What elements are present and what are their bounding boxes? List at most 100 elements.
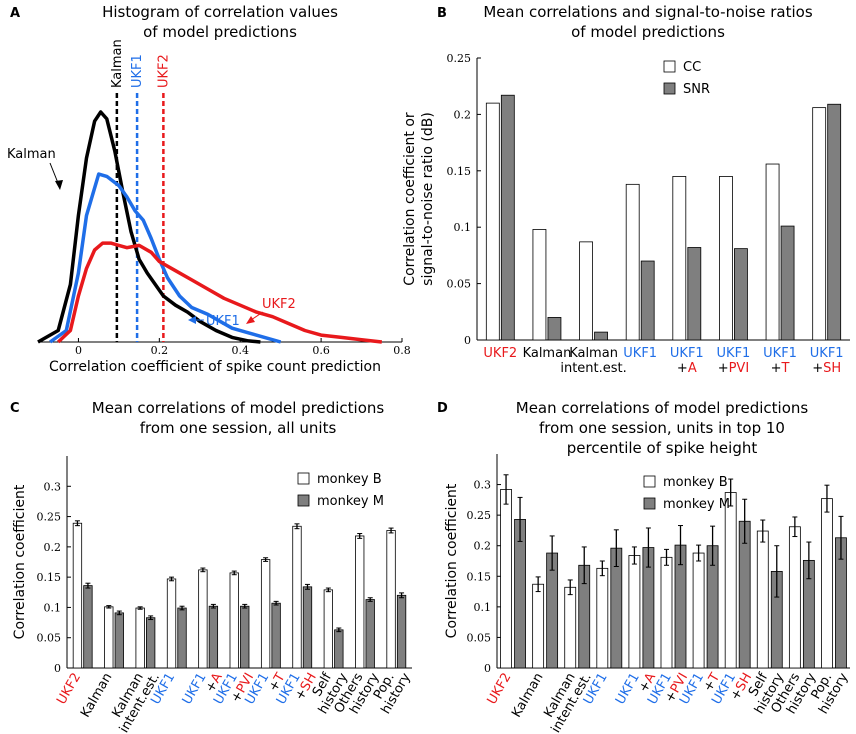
panel-c-bar-series2 — [334, 629, 344, 669]
category-prefix: + — [812, 361, 823, 376]
panel-b-bar-series2 — [547, 317, 562, 341]
panel-c-bar-series2 — [271, 602, 281, 669]
panel-d-bar-series1 — [788, 526, 801, 669]
panel-a-mean-label-kalman: Kalman — [110, 39, 125, 88]
panel-c-bar-series2 — [208, 605, 219, 669]
panel-c-bar-series2 — [302, 586, 313, 669]
panel-d-y-axis-label: Correlation coefficient — [444, 483, 460, 638]
panel-d-legend-label: monkey M — [663, 497, 730, 512]
panel-b-category-label-line2: +T — [771, 361, 790, 376]
panel-b-bar-series2 — [594, 331, 608, 341]
category-suffix: SH — [823, 361, 841, 376]
panel-d-title-line: from one session, units in top 10 — [539, 419, 785, 437]
panel-a-annotation-arrowhead-kalman — [55, 180, 63, 190]
panel-d-y-tick-label: 0.15 — [467, 570, 492, 583]
panel-b-category-label: Kalman — [523, 346, 572, 361]
category-suffix: A — [688, 361, 697, 376]
panel-a-mean-label-ukf2: UKF2 — [156, 54, 171, 88]
panel-c-bar-series2 — [146, 617, 156, 669]
panel-c-bar-series1 — [229, 572, 239, 669]
panel-c-bar-series2 — [177, 607, 187, 669]
panel-b-bar-series1 — [672, 176, 687, 341]
panel-b-bar-series2 — [827, 103, 842, 341]
panel-d-bar-series1 — [500, 489, 512, 669]
panel-c-bar-series1 — [135, 607, 145, 669]
panel-b-y-tick-label: 0.2 — [454, 108, 472, 121]
panel-b-legend-swatch — [663, 60, 676, 73]
panel-d-category-label: UKF2 — [485, 671, 515, 708]
panel-d-bar-series1 — [821, 498, 833, 669]
panel-c-category-label: Pop.history — [366, 663, 414, 716]
panel-a-annotation-arrowhead-ukf2 — [246, 316, 255, 324]
panel-d-y-tick-label: 0.3 — [474, 479, 492, 492]
panel-b-category-label-line2: +SH — [812, 361, 841, 376]
panel-b-bar-series1 — [812, 107, 827, 341]
panel-b-y-tick-label: 0.1 — [454, 221, 472, 234]
panel-d: Mean correlations of model predictions fr… — [444, 399, 852, 734]
panel-b-legend-swatch — [663, 82, 676, 95]
panel-c-legend-label: monkey B — [317, 472, 382, 487]
panel-d-legend-swatch — [643, 497, 656, 510]
panel-b-category-label: Kalman — [569, 346, 618, 361]
panel-a-annotation-arrowhead-ukf1 — [188, 316, 196, 324]
panel-c-title-line: Mean correlations of model predictions — [92, 399, 385, 417]
panel-b: Mean correlations and signal-to-noise ra… — [402, 3, 850, 376]
panel-d-title-line: Mean correlations of model predictions — [516, 399, 809, 417]
category-line1: UKF2 — [54, 671, 84, 708]
panel-a-x-tick-label: 0.6 — [312, 344, 330, 357]
panel-c-bar-series1 — [323, 589, 333, 669]
panel-d-bar-series1 — [532, 583, 545, 669]
panel-b-category-label: UKF2 — [483, 346, 517, 361]
panel-d-category-label: Pop.history — [804, 663, 852, 716]
panel-letter-D: D — [437, 401, 448, 416]
panel-a-x-tick-label: 0.8 — [393, 344, 411, 357]
panel-d-bar-series1 — [564, 586, 577, 669]
panel-c-bar-series2 — [396, 594, 407, 669]
panel-c-y-tick-label: 0.25 — [37, 511, 62, 524]
panel-d-bar-series1 — [756, 530, 769, 669]
panel-c-legend-swatch — [297, 494, 310, 507]
panel-c-y-tick-label: 0.2 — [44, 541, 62, 554]
panel-b-category-label-line2: +A — [677, 361, 697, 376]
panel-letter-B: B — [437, 6, 447, 21]
panel-c-bar-series1 — [386, 530, 396, 669]
panel-b-y-axis-label: signal-to-noise ratio (dB) — [420, 112, 436, 286]
panel-a-title-line: of model predictions — [143, 23, 297, 41]
panel-b-category-label: UKF1 — [810, 346, 844, 361]
panel-b-y-tick-label: 0.05 — [447, 278, 472, 291]
panel-c-y-tick-label: 0.05 — [37, 632, 62, 645]
panel-c-bar-series1 — [198, 569, 208, 669]
category-line1: UKF2 — [485, 671, 515, 708]
panel-b-category-label: UKF1 — [670, 346, 704, 361]
panel-c-y-tick-label: 0.1 — [44, 601, 62, 614]
panel-c-bar-series2 — [240, 605, 250, 669]
panel-d-bar-series1 — [596, 567, 609, 669]
panel-b-bar-series2 — [687, 247, 702, 341]
panel-c-legend-swatch — [297, 472, 310, 485]
panel-c-category-label: UKF2 — [54, 671, 84, 708]
panel-d-y-tick-label: 0 — [484, 662, 491, 675]
panel-b-bar-series2 — [640, 260, 655, 341]
panel-c-bar-series1 — [104, 606, 114, 669]
panel-d-y-tick-label: 0.05 — [467, 631, 492, 644]
panel-d-y-tick-label: 0.2 — [474, 540, 492, 553]
panel-d-legend-label: monkey B — [663, 475, 728, 490]
panel-b-y-axis-label: Correlation coefficient or — [402, 112, 418, 286]
panel-d-y-tick-label: 0.1 — [474, 601, 492, 614]
panel-b-category-label-line2: +PVI — [718, 361, 749, 376]
panel-b-bar-series2 — [780, 225, 795, 341]
panel-c-bar-series1 — [355, 535, 365, 669]
panel-b-bar-series1 — [625, 183, 640, 341]
panel-b-title-line: of model predictions — [571, 23, 725, 41]
panel-c-y-tick-label: 0 — [54, 662, 61, 675]
panel-letter-A: A — [10, 6, 20, 21]
panel-d-bar-series1 — [692, 552, 705, 669]
panel-a-title-line: Histogram of correlation values — [102, 3, 338, 21]
panel-d-title-line: percentile of spike height — [567, 439, 758, 457]
panel-a-annotation-ukf2: UKF2 — [262, 297, 296, 312]
panel-b-legend-label: CC — [683, 60, 701, 75]
category-prefix: + — [771, 361, 782, 376]
panel-a-x-tick-label: 0.4 — [231, 344, 249, 357]
panel-a-curve-ukf1 — [49, 172, 282, 344]
